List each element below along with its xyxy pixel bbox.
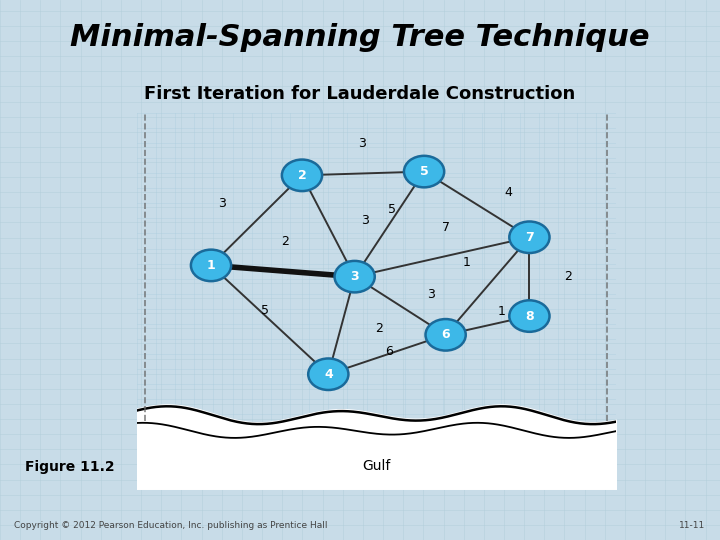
Text: Gulf: Gulf	[362, 459, 390, 473]
Text: 2: 2	[375, 322, 383, 335]
Circle shape	[509, 300, 549, 332]
Text: Copyright © 2012 Pearson Education, Inc. publishing as Prentice Hall: Copyright © 2012 Pearson Education, Inc.…	[14, 521, 328, 530]
Text: 2: 2	[281, 234, 289, 247]
Text: 11-11: 11-11	[680, 521, 706, 530]
Text: 5: 5	[261, 303, 269, 316]
Circle shape	[335, 261, 375, 293]
Text: 7: 7	[525, 231, 534, 244]
Text: 3: 3	[359, 137, 366, 150]
Text: 5: 5	[420, 165, 428, 178]
Text: Figure 11.2: Figure 11.2	[25, 460, 114, 474]
Text: 3: 3	[218, 197, 226, 210]
Text: Minimal-Spanning Tree Technique: Minimal-Spanning Tree Technique	[71, 23, 649, 52]
Text: 6: 6	[441, 328, 450, 341]
Circle shape	[191, 249, 231, 281]
Text: 1: 1	[463, 256, 471, 269]
Text: 4: 4	[504, 186, 512, 199]
Text: 4: 4	[324, 368, 333, 381]
Text: 7: 7	[442, 221, 450, 234]
Circle shape	[404, 156, 444, 187]
Circle shape	[308, 359, 348, 390]
Circle shape	[509, 221, 549, 253]
Text: 2: 2	[564, 270, 572, 283]
Text: 3: 3	[351, 270, 359, 283]
Text: 6: 6	[385, 346, 393, 359]
Text: 3: 3	[428, 288, 436, 301]
Text: 3: 3	[361, 214, 369, 227]
Text: 1: 1	[207, 259, 215, 272]
Circle shape	[282, 159, 322, 191]
Text: 8: 8	[525, 309, 534, 322]
Text: 1: 1	[498, 305, 505, 318]
Text: 5: 5	[387, 203, 395, 216]
Text: 2: 2	[297, 169, 307, 182]
Text: First Iteration for Lauderdale Construction: First Iteration for Lauderdale Construct…	[145, 85, 575, 103]
Circle shape	[426, 319, 466, 350]
